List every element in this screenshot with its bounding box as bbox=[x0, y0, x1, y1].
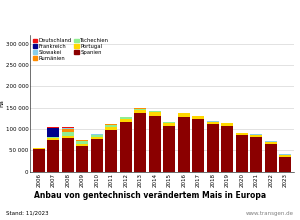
Bar bbox=[76, 139, 88, 140]
Bar bbox=[91, 135, 103, 137]
Bar bbox=[47, 128, 59, 137]
Bar bbox=[207, 122, 219, 125]
Bar bbox=[62, 129, 74, 132]
Bar bbox=[62, 128, 74, 129]
Bar bbox=[47, 138, 59, 139]
Bar bbox=[76, 141, 88, 144]
Bar bbox=[236, 135, 248, 172]
Bar bbox=[47, 137, 59, 138]
Bar bbox=[250, 135, 262, 137]
Bar bbox=[62, 138, 74, 172]
Bar bbox=[62, 136, 74, 138]
Bar bbox=[221, 123, 233, 126]
Bar bbox=[265, 144, 277, 172]
Bar bbox=[149, 111, 161, 112]
Bar bbox=[105, 127, 117, 130]
Bar bbox=[265, 141, 277, 144]
Y-axis label: ha: ha bbox=[0, 99, 4, 107]
Bar bbox=[134, 110, 146, 113]
Bar bbox=[47, 139, 59, 172]
Text: Stand: 11/2023: Stand: 11/2023 bbox=[6, 211, 49, 216]
Bar bbox=[91, 139, 103, 172]
Bar bbox=[120, 119, 131, 122]
Bar bbox=[250, 137, 262, 172]
Text: Anbau von gentechnisch verändertem Mais in Europa: Anbau von gentechnisch verändertem Mais … bbox=[34, 191, 266, 200]
Bar bbox=[164, 126, 175, 172]
Bar bbox=[33, 149, 44, 172]
Bar bbox=[193, 119, 204, 172]
Bar bbox=[164, 122, 175, 123]
Bar bbox=[193, 116, 204, 119]
Bar bbox=[62, 132, 74, 136]
Bar bbox=[105, 130, 117, 172]
Bar bbox=[280, 157, 291, 172]
Bar bbox=[120, 117, 131, 119]
Bar bbox=[149, 116, 161, 172]
Bar bbox=[178, 117, 190, 172]
Bar bbox=[76, 146, 88, 172]
Bar bbox=[91, 134, 103, 135]
Legend: Deutschland, Frankreich, Slowakei, Rumänien, Tschechien, Portugal, Spanien: Deutschland, Frankreich, Slowakei, Rumän… bbox=[33, 38, 110, 61]
Bar bbox=[105, 124, 117, 125]
Bar bbox=[221, 126, 233, 172]
Bar bbox=[91, 137, 103, 139]
Bar bbox=[76, 140, 88, 141]
Bar bbox=[105, 125, 117, 127]
Bar bbox=[164, 123, 175, 126]
Bar bbox=[207, 125, 219, 172]
Bar bbox=[47, 126, 59, 128]
Bar bbox=[149, 112, 161, 116]
Text: www.transgen.de: www.transgen.de bbox=[246, 211, 294, 216]
Bar bbox=[250, 134, 262, 135]
Bar bbox=[236, 133, 248, 135]
Bar bbox=[178, 113, 190, 117]
Bar bbox=[134, 108, 146, 110]
Bar bbox=[280, 154, 291, 157]
Bar bbox=[33, 148, 44, 149]
Bar bbox=[62, 127, 74, 128]
Bar bbox=[120, 122, 131, 172]
Bar bbox=[76, 144, 88, 146]
Bar bbox=[134, 113, 146, 172]
